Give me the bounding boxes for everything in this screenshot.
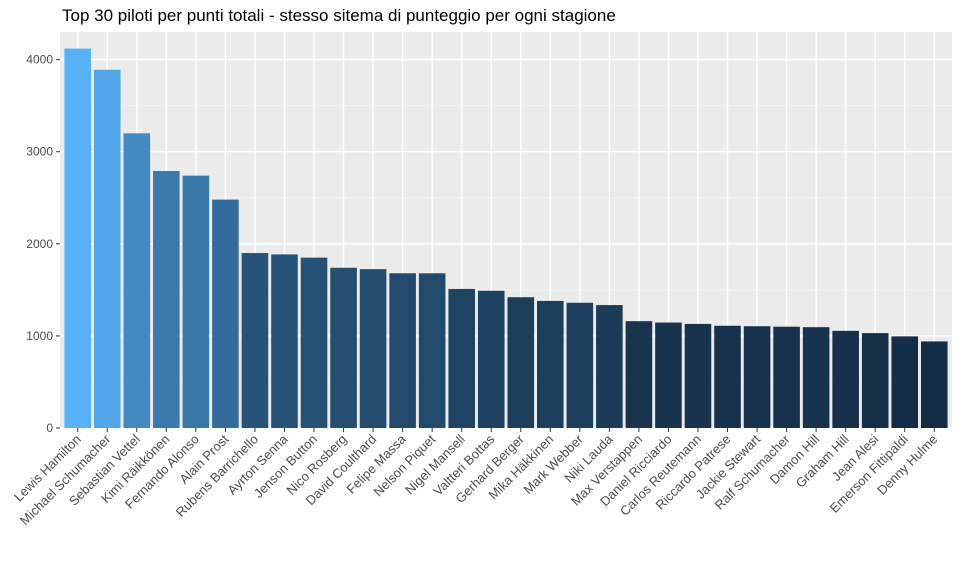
- chart-title: Top 30 piloti per punti totali - stesso …: [62, 6, 616, 25]
- bar: [684, 323, 712, 428]
- bar: [714, 325, 741, 428]
- bar: [507, 297, 535, 428]
- bar: [625, 321, 653, 428]
- bar: [920, 341, 948, 428]
- bar: [743, 326, 771, 428]
- bar: [271, 254, 298, 428]
- bar: [212, 199, 239, 428]
- bar: [655, 322, 682, 428]
- bar: [537, 300, 564, 428]
- bar: [802, 327, 830, 428]
- bar: [389, 273, 416, 428]
- bar: [123, 133, 151, 429]
- bar: [359, 269, 387, 428]
- bar: [182, 175, 210, 428]
- bar: [891, 336, 919, 428]
- y-tick-label: 1000: [26, 329, 53, 343]
- bar: [861, 333, 889, 428]
- bar: [448, 288, 475, 428]
- bar: [300, 257, 328, 428]
- bar: [93, 69, 121, 428]
- y-tick-label: 2000: [26, 237, 53, 251]
- bar: [241, 253, 269, 428]
- bar: [566, 302, 594, 428]
- bar: [330, 267, 357, 428]
- bar: [596, 305, 623, 428]
- bar: [153, 171, 180, 428]
- bar: [832, 330, 859, 428]
- bar: [64, 48, 92, 428]
- y-axis: 0 1000 2000 3000 4000: [26, 53, 60, 435]
- y-tick-label: 4000: [26, 53, 53, 67]
- bar: [477, 290, 505, 428]
- y-tick-label: 3000: [26, 145, 53, 159]
- y-tick-label: 0: [46, 421, 53, 435]
- bar: [418, 273, 446, 428]
- bars: [64, 48, 948, 429]
- bar: [773, 326, 800, 428]
